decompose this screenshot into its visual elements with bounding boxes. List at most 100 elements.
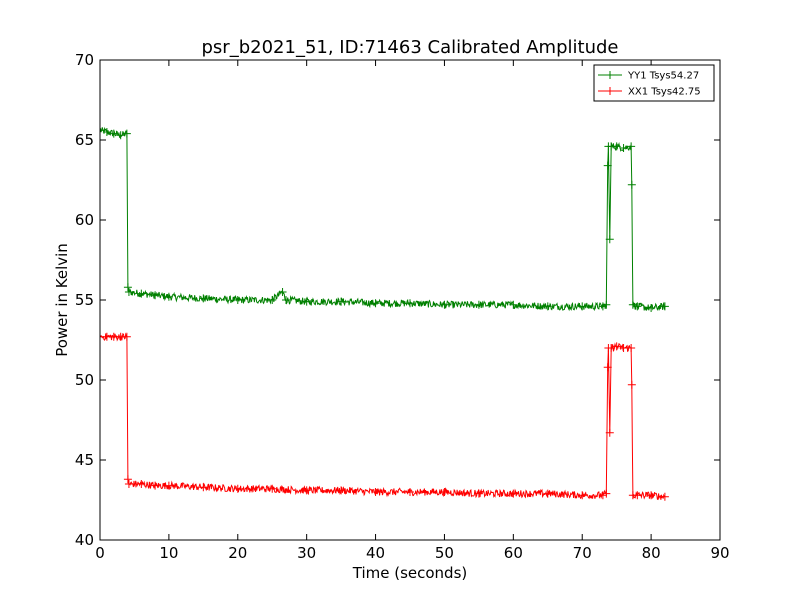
x-tick-label: 0	[95, 544, 105, 562]
data-point-marker	[124, 288, 133, 296]
data-point-marker	[102, 332, 111, 341]
data-point-marker	[137, 480, 146, 488]
data-point-marker	[633, 302, 642, 311]
data-point-marker	[371, 299, 380, 308]
data-point-marker	[603, 363, 612, 372]
series-1	[100, 126, 669, 312]
data-point-marker	[628, 300, 637, 309]
data-point-marker	[605, 235, 614, 244]
data-point-marker	[578, 302, 587, 311]
data-point-marker	[543, 302, 552, 311]
x-tick-label: 40	[366, 544, 385, 562]
data-point-marker	[603, 161, 612, 170]
data-point-marker	[268, 484, 277, 493]
legend: YY1 Tsys54.27 XX1 Tsys42.75	[593, 64, 715, 102]
x-tick-label: 60	[504, 544, 523, 562]
data-point-marker	[647, 304, 656, 312]
legend-marker	[606, 87, 614, 95]
data-point-marker	[602, 300, 611, 309]
data-point-marker	[602, 489, 611, 498]
data-point-marker	[660, 492, 669, 501]
series-2	[100, 332, 669, 501]
x-tick-label: 10	[159, 544, 178, 562]
y-tick-label: 50	[75, 371, 94, 389]
data-point-marker	[543, 489, 552, 498]
data-point-marker	[102, 128, 111, 136]
data-point-marker	[151, 481, 160, 490]
data-point-marker	[406, 299, 414, 308]
data-point-marker	[605, 428, 614, 437]
data-point-marker	[282, 296, 290, 304]
data-point-marker	[474, 300, 483, 309]
data-point-marker	[440, 488, 449, 496]
x-tick-label: 30	[297, 544, 316, 562]
data-point-marker	[371, 488, 380, 496]
data-point-marker	[233, 296, 242, 304]
data-point-marker	[619, 344, 628, 352]
data-point-marker	[619, 144, 628, 152]
data-point-marker	[151, 291, 160, 300]
chart-title: psr_b2021_51, ID:71463 Calibrated Amplit…	[202, 37, 619, 58]
data-point-marker	[627, 380, 636, 389]
legend-marker	[606, 71, 614, 79]
data-point-marker	[109, 332, 118, 341]
series-line	[100, 332, 666, 501]
series-line	[100, 126, 666, 312]
data-point-marker	[302, 486, 311, 495]
y-tick-label: 55	[75, 291, 94, 309]
data-point-marker	[278, 288, 287, 296]
data-point-marker	[612, 142, 621, 151]
data-point-marker	[268, 296, 277, 304]
data-point-marker	[124, 480, 133, 488]
data-point-marker	[199, 294, 208, 303]
y-axis-label: Power in Kelvin	[53, 243, 71, 357]
x-tick-label: 90	[710, 544, 729, 562]
x-tick-label: 80	[642, 544, 661, 562]
x-axis-ticks: 0 10 20 30 40 50 60 70 80 90	[95, 60, 730, 562]
data-point-marker	[122, 332, 131, 341]
data-point-marker	[633, 491, 642, 500]
data-point-marker	[122, 129, 131, 138]
data-point-marker	[100, 126, 104, 135]
y-tick-label: 70	[75, 51, 94, 69]
data-point-marker	[598, 491, 607, 500]
data-point-marker	[123, 283, 132, 292]
data-point-marker	[647, 491, 656, 500]
legend-box	[593, 64, 715, 102]
data-point-marker	[164, 481, 173, 490]
legend-label: YY1 Tsys54.27	[627, 71, 699, 82]
data-point-marker	[100, 332, 104, 341]
data-point-marker	[123, 475, 132, 484]
y-tick-label: 60	[75, 211, 94, 229]
data-point-marker	[607, 344, 616, 352]
y-axis-ticks: 40 45 50 55 60 65 70	[75, 51, 720, 549]
data-point-marker	[337, 486, 346, 495]
data-point-marker	[440, 300, 449, 309]
data-point-marker	[199, 483, 208, 492]
x-tick-label: 20	[228, 544, 247, 562]
y-tick-label: 65	[75, 131, 94, 149]
data-point-marker	[627, 344, 636, 352]
data-point-marker	[612, 342, 621, 351]
data-point-marker	[233, 484, 242, 493]
data-point-marker	[302, 297, 311, 306]
data-point-marker	[509, 300, 518, 309]
y-tick-label: 45	[75, 451, 94, 469]
data-point-marker	[627, 142, 636, 151]
data-point-marker	[164, 292, 173, 301]
data-point-marker	[660, 302, 669, 311]
data-point-marker	[116, 131, 125, 140]
data-point-marker	[509, 489, 518, 498]
data-point-marker	[406, 488, 414, 496]
data-point-marker	[578, 491, 587, 500]
data-point-marker	[337, 297, 346, 306]
x-tick-label: 50	[435, 544, 454, 562]
data-point-marker	[627, 180, 636, 189]
data-point-marker	[137, 289, 146, 298]
plot-area: 0 10 20 30 40 50 60 70 80 90 40 45 50 55 60 65 70	[75, 51, 730, 562]
legend-label: XX1 Tsys42.75	[628, 87, 701, 98]
series-layer	[100, 126, 669, 501]
data-point-marker	[598, 302, 607, 311]
x-tick-label: 70	[573, 544, 592, 562]
